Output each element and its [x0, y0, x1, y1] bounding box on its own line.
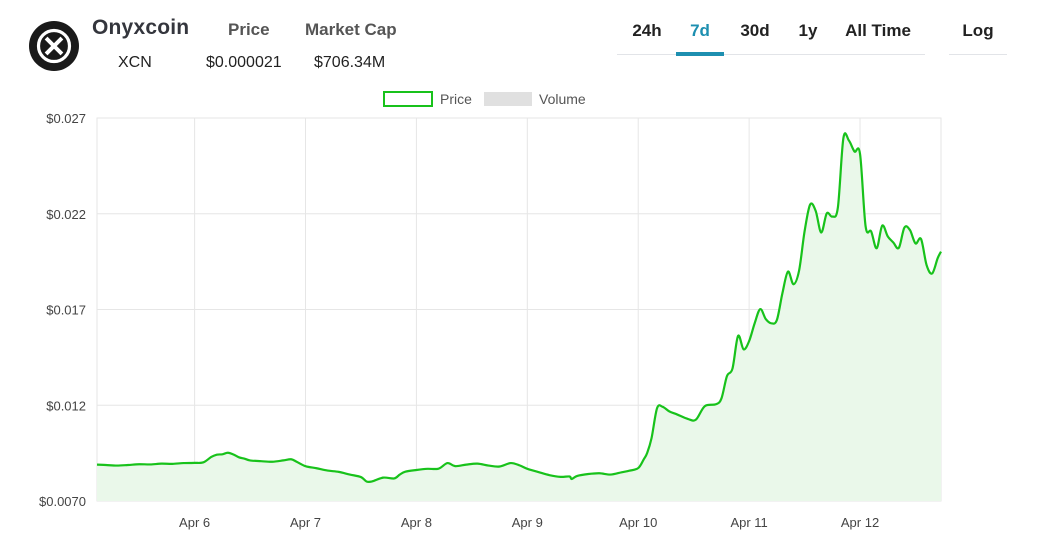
x-tick-label: Apr 6	[179, 515, 210, 530]
x-tick-label: Apr 8	[401, 515, 432, 530]
coin-name: Onyxcoin	[92, 16, 190, 39]
onyxcoin-logo-icon	[29, 21, 79, 71]
y-tick-label: $0.017	[46, 303, 86, 318]
market-cap-label: Market Cap	[305, 20, 397, 39]
legend-volume[interactable]: Volume	[484, 90, 586, 108]
y-axis-ticks: $0.0070 $0.012 $0.017 $0.022 $0.027	[39, 111, 86, 509]
x-axis-ticks: Apr 6 Apr 7 Apr 8 Apr 9 Apr 10 Apr 11 Apr 12	[179, 515, 879, 530]
legend-price[interactable]: Price	[383, 90, 472, 108]
price-area-fill	[97, 133, 941, 501]
price-line	[96, 132, 942, 484]
legend-price-label: Price	[440, 91, 472, 107]
y-tick-label: $0.022	[46, 207, 86, 222]
tab-24h[interactable]: 24h	[632, 21, 662, 40]
y-tick-label: $0.012	[46, 398, 86, 413]
x-tick-label: Apr 11	[730, 515, 767, 530]
tab-1y[interactable]: 1y	[798, 21, 818, 40]
price-value: $0.000021	[206, 54, 282, 71]
range-tabs-divider	[617, 54, 925, 55]
tab-7d[interactable]: 7d	[690, 21, 710, 40]
x-tick-label: Apr 12	[841, 515, 879, 530]
log-scale-toggle[interactable]: Log	[962, 21, 994, 40]
y-tick-label: $0.027	[46, 111, 86, 126]
price-label: Price	[228, 20, 270, 39]
tab-all-time[interactable]: All Time	[845, 21, 911, 40]
legend-volume-label: Volume	[539, 91, 586, 107]
tab-30d[interactable]: 30d	[740, 21, 770, 40]
market-cap-value: $706.34M	[314, 54, 386, 71]
legend-volume-swatch	[484, 92, 532, 106]
active-tab-indicator	[676, 52, 724, 56]
x-tick-label: Apr 10	[619, 515, 657, 530]
x-tick-label: Apr 9	[512, 515, 543, 530]
x-tick-label: Apr 7	[290, 515, 321, 530]
coin-symbol: XCN	[118, 54, 152, 71]
scale-toggle-divider	[949, 54, 1007, 55]
y-tick-label: $0.0070	[39, 494, 86, 509]
legend-price-swatch	[383, 91, 433, 107]
